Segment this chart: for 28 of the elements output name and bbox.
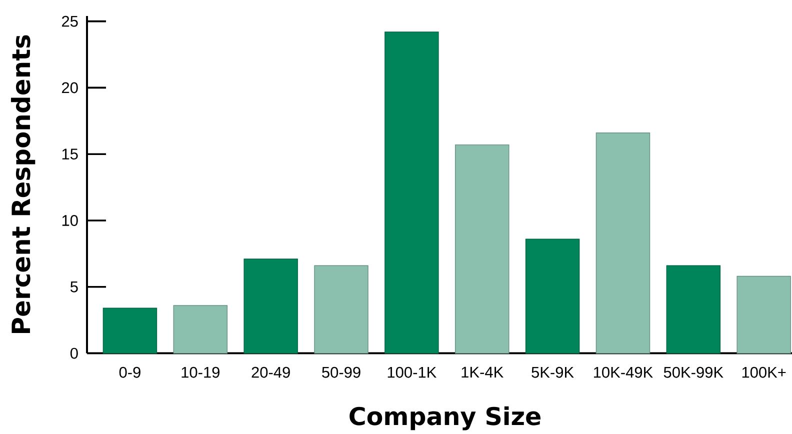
bar [455, 144, 510, 354]
bar [736, 276, 791, 354]
bar [525, 238, 580, 354]
x-tick-label: 10-19 [182, 366, 220, 378]
x-tick-label: 0-9 [119, 366, 140, 378]
y-tick-label: 20 [62, 82, 78, 94]
y-tick-label: 10 [62, 215, 78, 226]
x-tick-label: 20-49 [252, 366, 290, 378]
x-tick-label: 100K+ [742, 366, 786, 378]
y-tick-label: 25 [62, 16, 78, 27]
x-tick-label: 50-99 [322, 366, 360, 378]
bar [666, 265, 721, 354]
x-axis-title: Company Size [350, 406, 540, 430]
x-tick-label: 50K-99K [664, 366, 724, 378]
bar [244, 258, 298, 354]
bar [384, 32, 439, 354]
y-axis-title: Percent Respondents [10, 35, 36, 333]
x-tick-label: 5K-9K [532, 366, 574, 378]
x-tick-label: 100-1K [388, 366, 436, 378]
y-tick-label: 0 [70, 348, 78, 359]
bar [314, 265, 368, 354]
bar [596, 132, 650, 354]
x-tick-label: 10K-49K [594, 366, 653, 378]
bar [102, 308, 158, 354]
y-tick-label: 15 [62, 148, 78, 160]
bar [173, 305, 228, 354]
x-tick-label: 1K-4K [462, 366, 504, 378]
y-tick-label: 5 [70, 281, 78, 292]
